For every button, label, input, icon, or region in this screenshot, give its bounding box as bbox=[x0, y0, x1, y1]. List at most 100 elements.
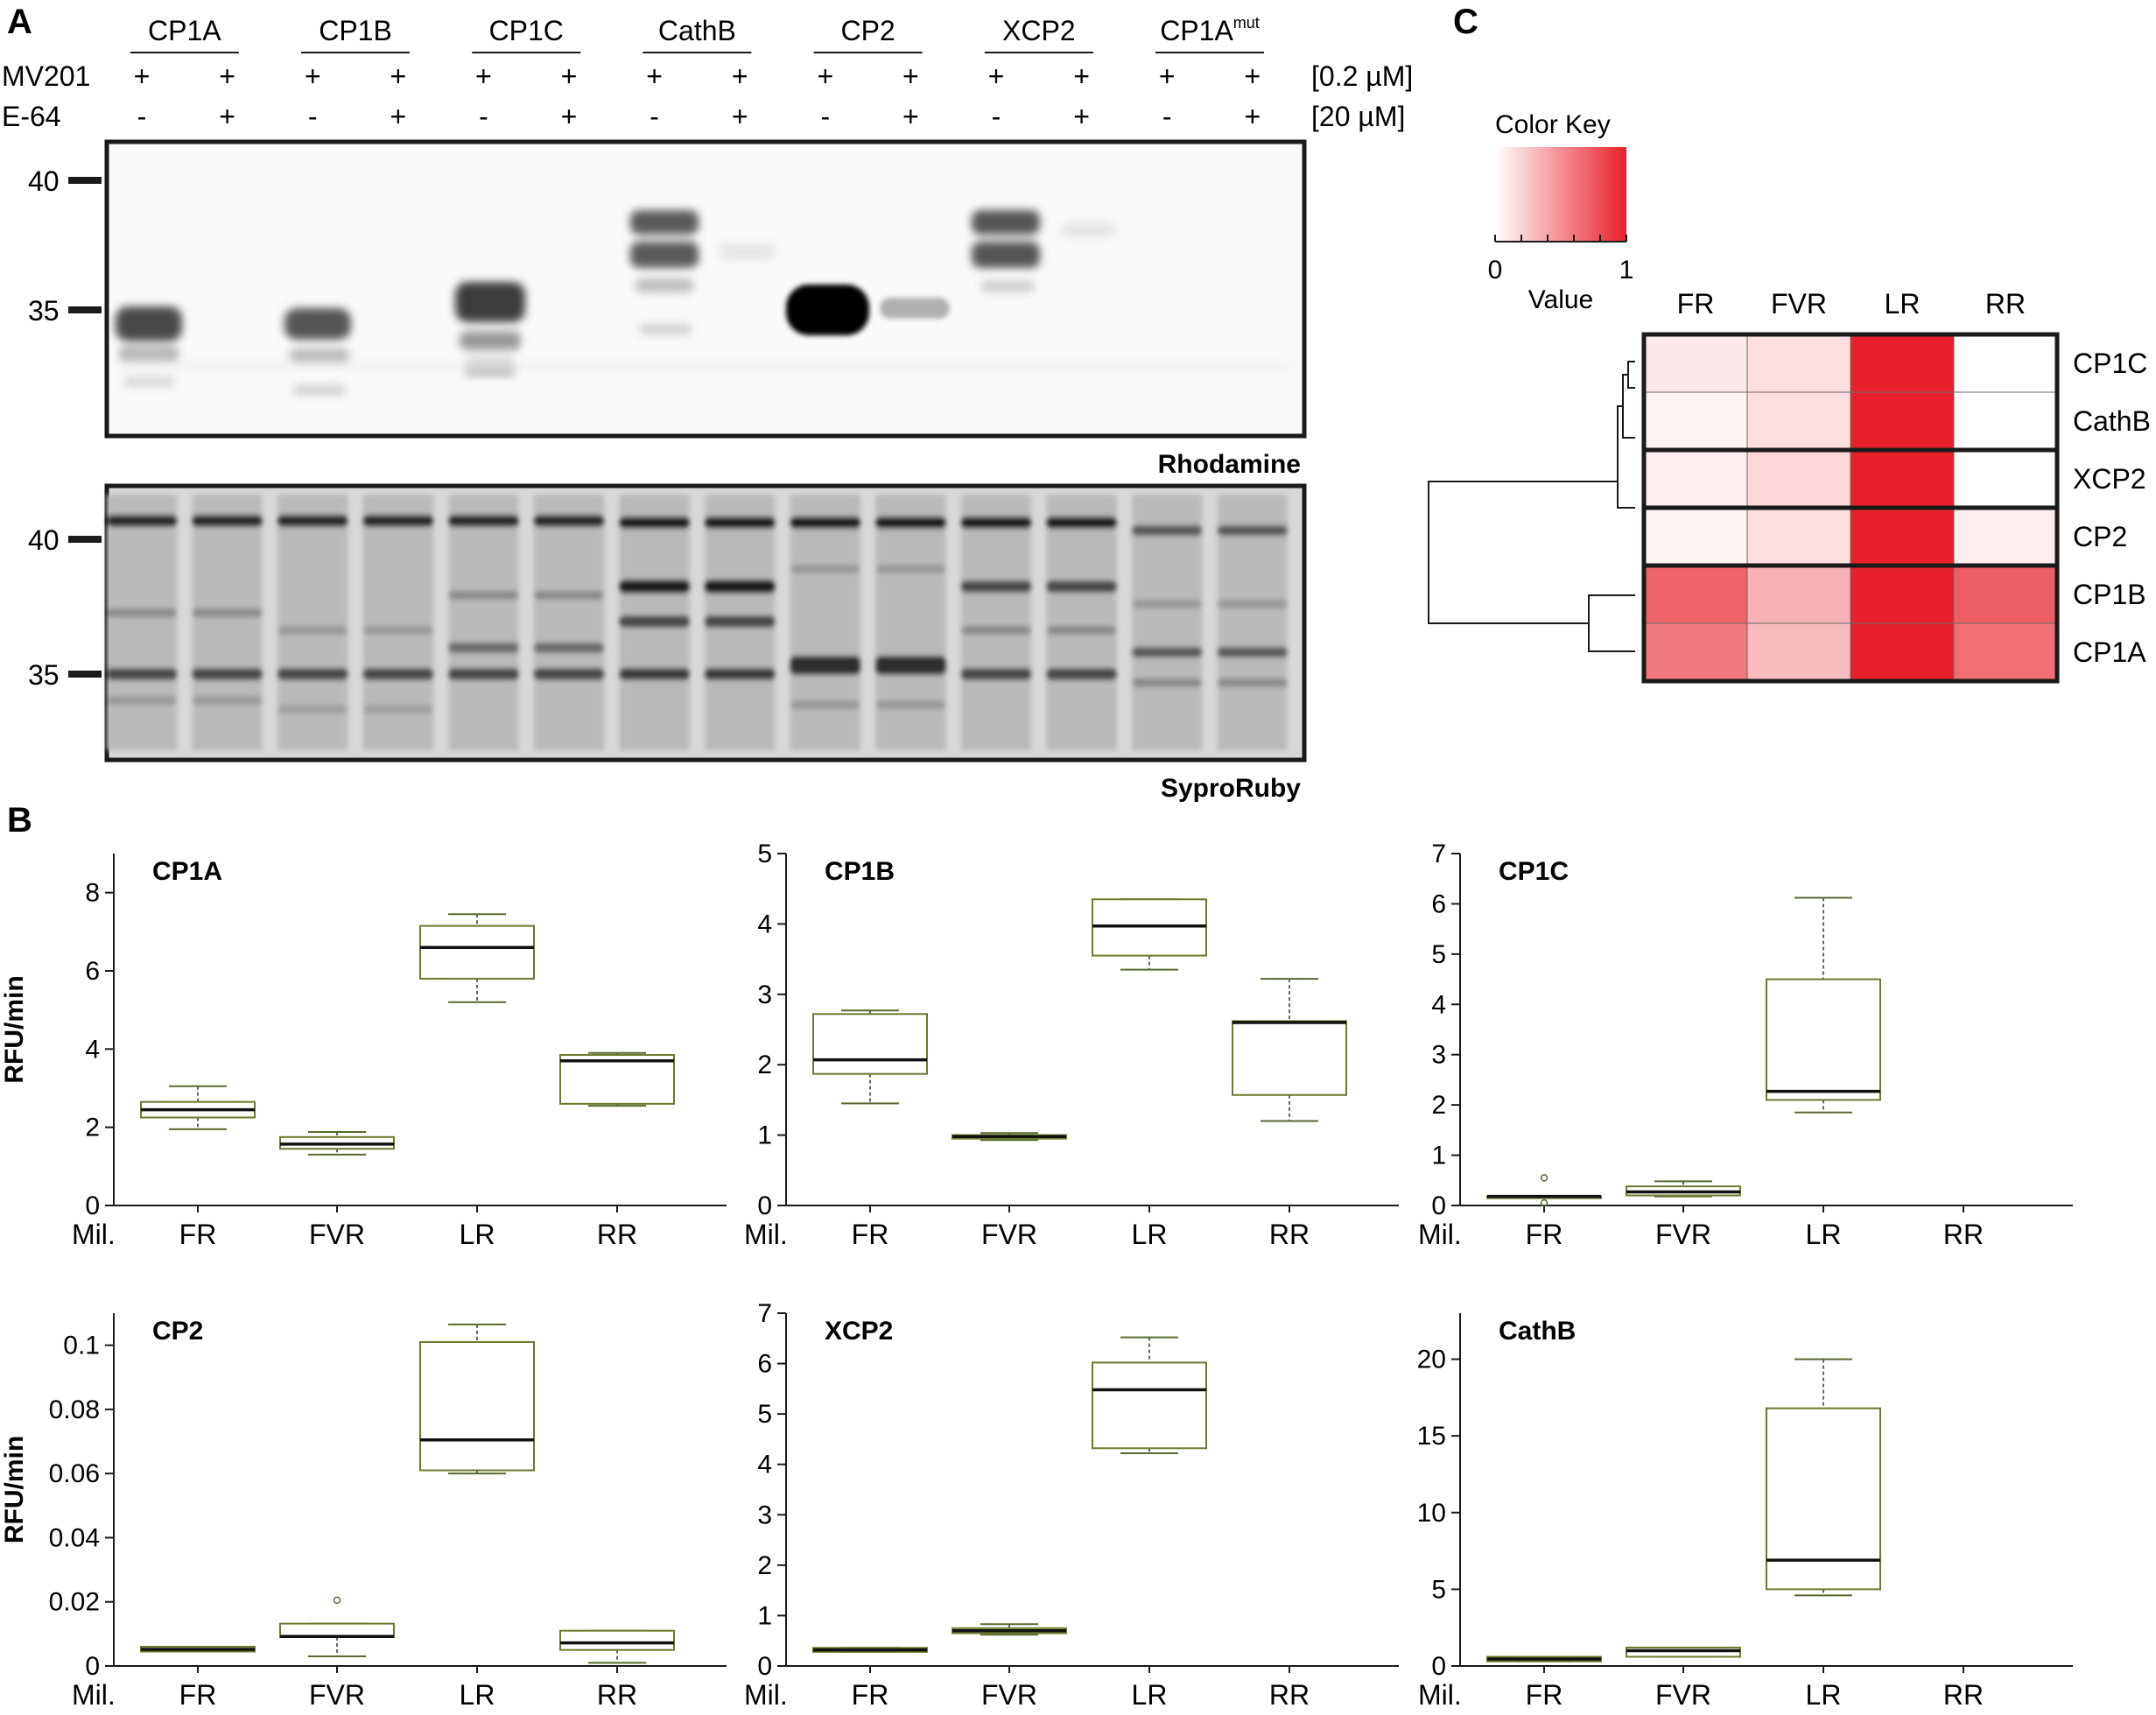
y-tick-label: 6 bbox=[85, 957, 100, 986]
gel-rhodamine-bands bbox=[116, 210, 1292, 396]
heatmap-column-label: FVR bbox=[1771, 288, 1827, 320]
heatmap-cell bbox=[1746, 507, 1851, 566]
x-tick-label: FR bbox=[1526, 1679, 1563, 1711]
band bbox=[1046, 580, 1117, 593]
y-tick-label: 2 bbox=[757, 1551, 772, 1580]
band bbox=[192, 696, 263, 705]
y-tick-label: 1 bbox=[757, 1601, 772, 1630]
mw-40-bottom: 40 bbox=[28, 524, 60, 556]
y-tick-label: 20 bbox=[1417, 1346, 1446, 1374]
x-prefix-label: Mil. bbox=[744, 1219, 788, 1250]
lane-background bbox=[961, 495, 1031, 750]
panel-a-letter: A bbox=[7, 3, 32, 41]
band bbox=[639, 324, 692, 334]
heatmap-cell bbox=[1746, 449, 1851, 509]
y-tick-label: 0.08 bbox=[49, 1395, 100, 1424]
band bbox=[448, 591, 519, 600]
box-iqr bbox=[419, 924, 535, 980]
box-lr bbox=[419, 913, 535, 1003]
mw-35-bottom-tick bbox=[68, 671, 102, 678]
heatmap-row-label: XCP2 bbox=[2073, 463, 2146, 495]
x-tick-label: LR bbox=[1132, 1219, 1168, 1250]
lane-background bbox=[1132, 495, 1203, 750]
box-iqr bbox=[1232, 1020, 1347, 1096]
band bbox=[619, 517, 690, 529]
band bbox=[107, 608, 177, 617]
band bbox=[192, 608, 263, 617]
band bbox=[118, 346, 179, 362]
reagent-mark: + bbox=[988, 60, 1005, 92]
heatmap-cell bbox=[1643, 507, 1748, 566]
box-fvr bbox=[279, 1622, 395, 1658]
reagent-mark: - bbox=[308, 101, 318, 132]
lane-label: CP1Amut bbox=[1160, 14, 1260, 46]
reagent-mark: - bbox=[992, 101, 1001, 132]
x-prefix-label: Mil. bbox=[72, 1219, 116, 1250]
y-tick-label: 3 bbox=[1431, 1041, 1446, 1070]
band bbox=[192, 515, 263, 527]
x-tick-label: FR bbox=[852, 1679, 889, 1711]
lane-background bbox=[192, 495, 263, 750]
box-iqr bbox=[1766, 978, 1881, 1101]
mw-40-top-tick bbox=[68, 177, 102, 184]
band bbox=[362, 515, 433, 527]
band bbox=[875, 656, 946, 675]
band bbox=[448, 668, 519, 680]
heatmap-cell bbox=[1953, 391, 2058, 451]
x-prefix-label: Mil. bbox=[1418, 1219, 1462, 1250]
x-tick-label: LR bbox=[1132, 1679, 1168, 1711]
color-key-value-label: Value bbox=[1528, 285, 1594, 314]
dendrogram-branch bbox=[1588, 594, 1635, 652]
heatmap-row-label: CP1A bbox=[2073, 636, 2146, 668]
heatmap-cell bbox=[1850, 622, 1955, 682]
band bbox=[293, 385, 346, 396]
gel-rhodamine-cp2-band bbox=[786, 285, 950, 335]
lane-labels: CP1A CP1B CP1C CathB CP2 XCP2 CP1Amut bbox=[130, 14, 1264, 53]
dendrogram-branch bbox=[1627, 361, 1635, 389]
mw-35-bottom: 35 bbox=[28, 659, 60, 691]
reagent-rows: MV201 + + + + + + + + + + + + + + [0.2 µM] E-64 - + - + - + - + -… bbox=[2, 60, 1413, 132]
lane-background bbox=[448, 495, 519, 750]
heatmap-cell bbox=[1746, 334, 1851, 393]
lane-label: CathB bbox=[658, 15, 736, 46]
band bbox=[107, 696, 177, 705]
dendrogram bbox=[1428, 361, 1635, 652]
band bbox=[460, 331, 521, 350]
heatmap-cell bbox=[1850, 391, 1955, 451]
heatmap-cell bbox=[1953, 565, 2058, 624]
heatmap-column-label: RR bbox=[1985, 288, 2026, 320]
x-tick-label: FR bbox=[179, 1219, 217, 1250]
plot-title: CP1C bbox=[1499, 857, 1569, 886]
y-tick-label: 5 bbox=[757, 1400, 772, 1429]
box-rr bbox=[1232, 978, 1347, 1122]
box-lr bbox=[1766, 1358, 1881, 1597]
box-lr bbox=[1766, 896, 1881, 1114]
reagent-concentration: [0.2 µM] bbox=[1311, 60, 1413, 92]
band bbox=[455, 282, 525, 322]
band bbox=[448, 643, 519, 653]
box-fr bbox=[1486, 1194, 1602, 1199]
x-tick-label: LR bbox=[460, 1679, 495, 1711]
reagent-mark: - bbox=[820, 101, 830, 132]
y-tick-label: 0.1 bbox=[63, 1332, 100, 1360]
band bbox=[961, 626, 1031, 635]
band bbox=[786, 285, 869, 335]
box-iqr bbox=[1626, 1646, 1741, 1658]
heatmap-column-label: LR bbox=[1885, 288, 1921, 320]
y-tick-label: 0 bbox=[1431, 1191, 1446, 1220]
reagent-mark: - bbox=[479, 101, 488, 132]
box-lr bbox=[1092, 898, 1207, 971]
reagent-mark: + bbox=[1244, 101, 1261, 132]
heatmap-row-label: CP1C bbox=[2073, 348, 2147, 379]
x-tick-label: FVR bbox=[1655, 1679, 1711, 1711]
y-axis-label: RFU/min bbox=[0, 975, 29, 1083]
reagent-mark: + bbox=[902, 101, 919, 132]
band bbox=[123, 376, 175, 387]
panel-c-letter: C bbox=[1453, 3, 1478, 41]
box-fr bbox=[812, 1009, 928, 1105]
heatmap-row-label: CP2 bbox=[2073, 521, 2127, 552]
reagent-mark: + bbox=[646, 60, 663, 92]
band bbox=[362, 626, 433, 635]
mw-35-top: 35 bbox=[28, 295, 60, 327]
